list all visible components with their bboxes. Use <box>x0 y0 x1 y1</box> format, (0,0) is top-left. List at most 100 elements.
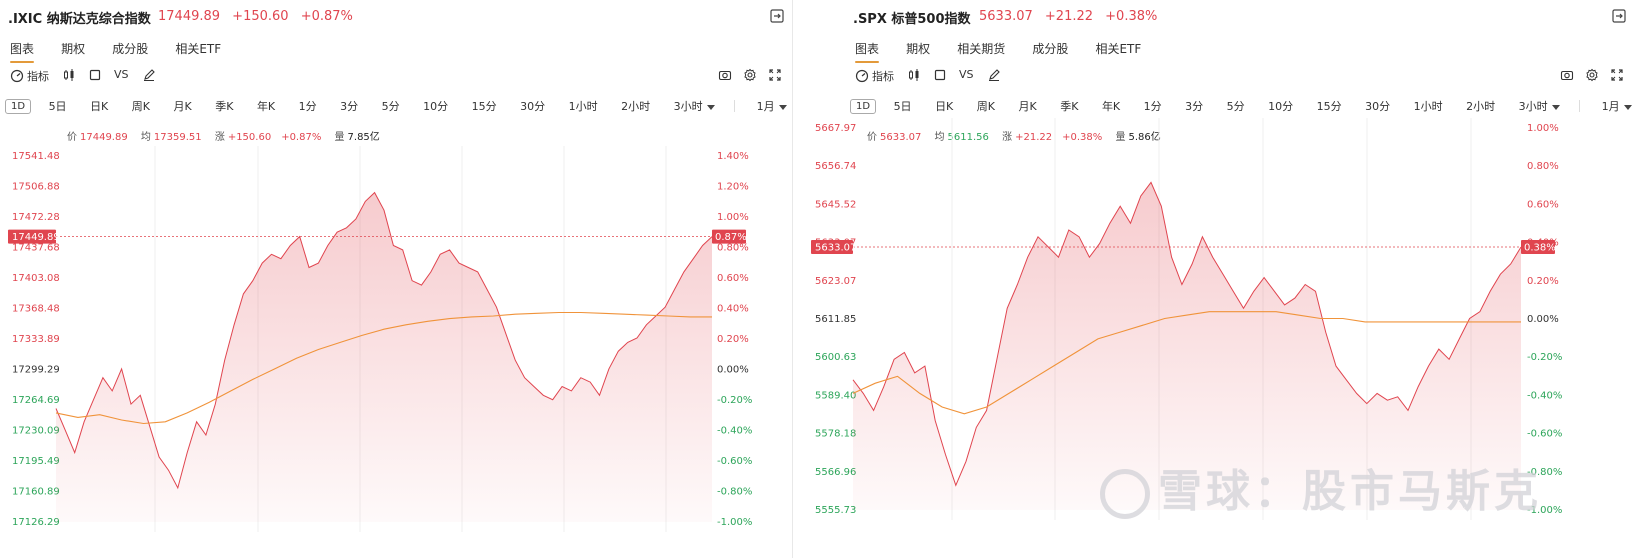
tab-options[interactable]: 期权 <box>906 42 931 56</box>
current-pct-tag-label: 0.87% <box>715 232 747 243</box>
period-2h[interactable]: 2小时 <box>621 100 651 113</box>
tab-etf[interactable]: 相关ETF <box>1095 42 1142 56</box>
y-axis-tick-label: 17160.89 <box>12 487 60 498</box>
fullscreen-button[interactable] <box>768 68 782 82</box>
indicator-label: 指标 <box>27 70 49 83</box>
indicator-button[interactable]: 指标 <box>855 68 894 84</box>
candle-button[interactable] <box>62 68 76 82</box>
period-1d[interactable]: 1D <box>850 98 877 114</box>
period-weekly[interactable]: 周K <box>131 100 150 113</box>
period-1d[interactable]: 1D <box>5 98 32 114</box>
ixic-intraday-chart[interactable]: 17541.48 17506.88 17472.28 17437.68 17403.08… <box>0 120 792 538</box>
period-3m[interactable]: 3分 <box>1185 100 1204 113</box>
period-1m[interactable]: 1分 <box>1143 100 1162 113</box>
y-axis-tick-label: 17230.09 <box>12 426 60 437</box>
indicator-label: 指标 <box>872 70 894 83</box>
period-monthly[interactable]: 月K <box>1018 100 1037 113</box>
price: 5633.07 <box>979 9 1033 24</box>
settings-button[interactable] <box>743 68 757 82</box>
period-5m[interactable]: 5分 <box>1226 100 1245 113</box>
period-1mo-dropdown[interactable]: 1月 <box>1602 98 1632 114</box>
chevron-down-icon <box>1623 104 1632 110</box>
legend-avg-label: 均 <box>934 132 945 143</box>
chevron-down-icon <box>778 104 787 110</box>
period-3h-label: 3小时 <box>1518 100 1548 113</box>
y-axis-tick-label: 5656.74 <box>815 161 856 172</box>
xueqiu-logo-icon <box>1100 469 1150 519</box>
screenshot-button[interactable] <box>1560 68 1574 82</box>
period-1h[interactable]: 1小时 <box>568 100 598 113</box>
fullscreen-button[interactable] <box>1610 68 1624 82</box>
vs-button[interactable]: VS <box>114 68 129 81</box>
period-3m[interactable]: 3分 <box>340 100 359 113</box>
period-5m[interactable]: 5分 <box>381 100 400 113</box>
pct-axis-tick-label: -0.80% <box>717 487 752 498</box>
chart-toolbar: 指标 VS <box>855 68 1624 86</box>
period-monthly[interactable]: 月K <box>173 100 192 113</box>
candle-button[interactable] <box>907 68 921 82</box>
pct-axis-tick-label: -1.00% <box>717 517 752 528</box>
change-pct: +0.38% <box>1105 9 1158 24</box>
current-price-tag-label: 5633.07 <box>815 243 856 254</box>
period-5d[interactable]: 5日 <box>893 100 912 113</box>
period-30m[interactable]: 30分 <box>1365 100 1391 113</box>
period-1mo-dropdown[interactable]: 1月 <box>757 98 787 114</box>
screenshot-button[interactable] <box>718 68 732 82</box>
period-3h-dropdown[interactable]: 3小时 <box>1519 98 1560 114</box>
legend-chg: +21.22 <box>1015 132 1053 143</box>
period-3h-dropdown[interactable]: 3小时 <box>674 98 715 114</box>
draw-button[interactable] <box>987 68 1001 82</box>
tab-constituents[interactable]: 成分股 <box>1032 42 1069 56</box>
tab-futures[interactable]: 相关期货 <box>957 42 1006 56</box>
crosshair-legend: 价 5633.07 均 5611.56 涨 +21.22 +0.38% 量 5.86亿 <box>867 128 1161 143</box>
period-quarterly[interactable]: 季K <box>215 100 234 113</box>
period-weekly[interactable]: 周K <box>976 100 995 113</box>
pct-axis-tick-label: 1.00% <box>717 212 749 223</box>
change: +21.22 <box>1044 9 1094 24</box>
period-15m[interactable]: 15分 <box>1316 100 1342 113</box>
spx-intraday-chart[interactable]: 5667.97 5656.74 5645.52 5633.07 5623.07 5611.… <box>811 118 1634 538</box>
period-10m[interactable]: 10分 <box>1268 100 1294 113</box>
period-daily[interactable]: 日K <box>935 100 954 113</box>
indicator-button[interactable]: 指标 <box>10 68 49 84</box>
period-1m[interactable]: 1分 <box>298 100 317 113</box>
legend-price-label: 价 <box>67 132 77 143</box>
tab-chart[interactable]: 图表 <box>10 40 35 63</box>
quote: 5633.07 +21.22 +0.38% <box>979 9 1165 24</box>
settings-button[interactable] <box>1585 68 1599 82</box>
price-line <box>852 181 1522 487</box>
divider <box>1579 100 1581 112</box>
period-10m[interactable]: 10分 <box>423 100 449 113</box>
vs-label: VS <box>959 68 974 81</box>
period-15m[interactable]: 15分 <box>471 100 497 113</box>
rect-tool-button[interactable] <box>88 68 102 82</box>
pct-axis-tick-label: -0.60% <box>1527 429 1562 440</box>
exit-icon[interactable] <box>1612 9 1626 23</box>
pct-axis-tick-label: 0.00% <box>717 365 749 376</box>
period-1h[interactable]: 1小时 <box>1413 100 1443 113</box>
period-quarterly[interactable]: 季K <box>1060 100 1079 113</box>
tab-chart[interactable]: 图表 <box>855 40 880 63</box>
period-daily[interactable]: 日K <box>90 100 109 113</box>
vs-button[interactable]: VS <box>959 68 974 81</box>
rect-tool-button[interactable] <box>933 68 947 82</box>
tab-options[interactable]: 期权 <box>61 42 86 56</box>
y-axis-tick-label: 5589.40 <box>815 390 856 401</box>
current-price-tag-label: 17449.89 <box>12 232 60 243</box>
period-5d[interactable]: 5日 <box>48 100 67 113</box>
camera-icon <box>718 70 732 81</box>
tab-etf[interactable]: 相关ETF <box>175 42 222 56</box>
tab-constituents[interactable]: 成分股 <box>112 42 149 56</box>
y-axis-tick-label: 5555.73 <box>815 505 856 516</box>
period-yearly[interactable]: 年K <box>256 100 276 113</box>
draw-button[interactable] <box>142 68 156 82</box>
period-2h[interactable]: 2小时 <box>1466 100 1496 113</box>
quote: 17449.89 +150.60 +0.87% <box>158 9 361 24</box>
legend-chg: +150.60 <box>227 132 272 143</box>
period-30m[interactable]: 30分 <box>520 100 546 113</box>
period-yearly[interactable]: 年K <box>1101 100 1121 113</box>
exit-icon[interactable] <box>770 9 784 23</box>
vs-label: VS <box>114 68 129 81</box>
legend-vol: 5.86亿 <box>1128 132 1161 143</box>
expand-icon <box>1611 69 1623 81</box>
